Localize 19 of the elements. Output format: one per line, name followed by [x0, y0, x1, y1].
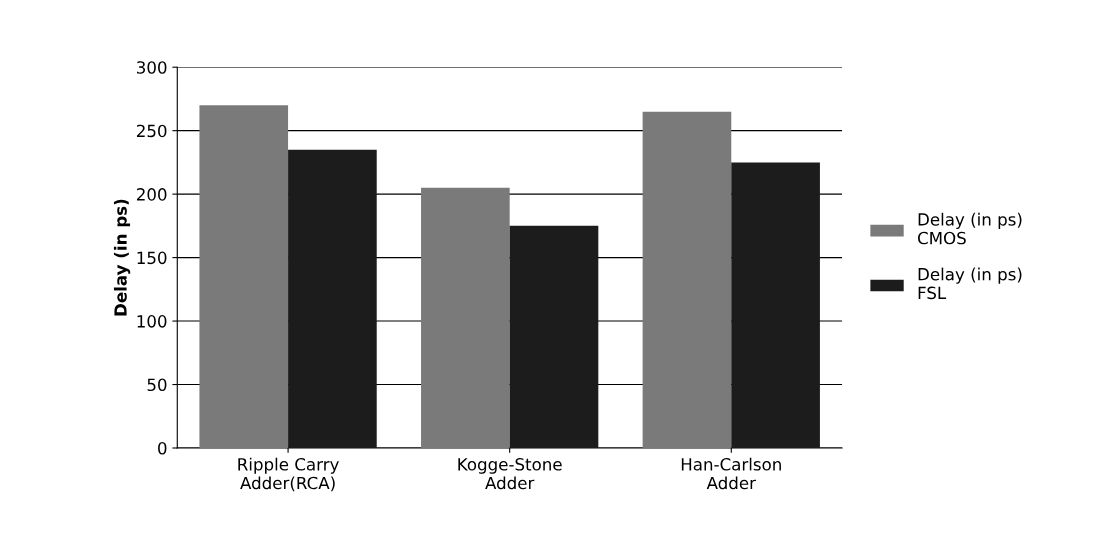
x-tick-label: Ripple Carry Adder(RCA): [238, 457, 339, 492]
x-tick-label: Han-Carlson Adder: [681, 457, 781, 490]
legend-label: Delay (in ps) FSL: [918, 267, 1022, 300]
bar: [509, 225, 599, 448]
y-tick-label: 250: [136, 124, 167, 138]
bar: [421, 187, 510, 448]
y-axis-title: Delay (in ps): [113, 199, 131, 316]
x-tick-label: Kogge-Stone Adder: [458, 458, 562, 490]
y-tick-label: 200: [136, 188, 167, 201]
y-tick-label: 100: [137, 315, 167, 328]
y-tick-label: 0: [158, 441, 167, 455]
bar: [642, 111, 732, 448]
y-tick-label: 300: [137, 61, 167, 74]
y-tick-label: 50: [147, 378, 167, 392]
legend-label: Delay (in ps) CMOS: [917, 212, 1022, 245]
bar: [731, 162, 820, 448]
y-tick-label: 150: [137, 251, 167, 265]
bar: [288, 149, 377, 448]
bar: [199, 105, 289, 448]
